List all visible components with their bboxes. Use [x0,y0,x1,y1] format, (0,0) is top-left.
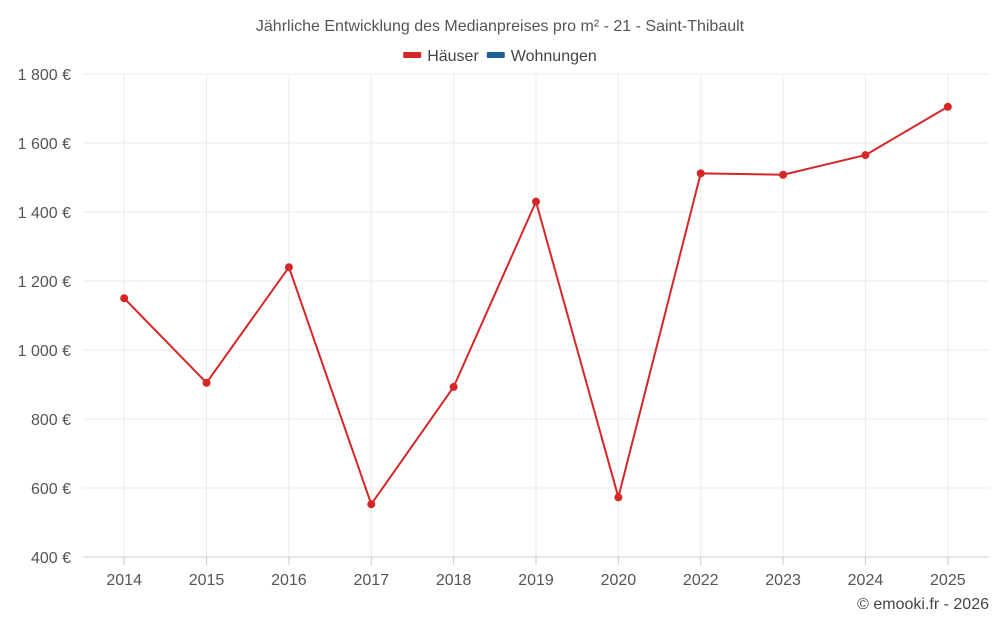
y-tick-label: 1 800 € [18,67,71,84]
y-tick-label: 1 600 € [18,136,71,153]
data-point[interactable] [861,151,870,160]
axes: 400 € 600 € 800 € 1 000 € 1 200 € 1 400 € 1 60… [18,67,989,589]
data-point[interactable] [779,170,788,179]
legend: Häuser Wohnungen [403,48,597,65]
x-tick-label: 2024 [848,572,884,589]
legend-swatch [403,52,422,58]
legend-swatch [486,52,505,58]
legend-label: Wohnungen [511,48,597,65]
data-point[interactable] [284,263,293,272]
chart-title: Jährliche Entwicklung des Medianpreises … [256,18,745,35]
series [120,102,952,509]
legend-item[interactable]: Häuser [403,48,479,65]
grid [83,73,989,557]
y-tick-label: 1 200 € [18,274,71,291]
x-tick-label: 2019 [518,572,554,589]
legend-label: Häuser [427,48,479,65]
credit-text: © emooki.fr - 2026 [857,596,989,613]
x-tick-label: 2017 [353,572,389,589]
y-tick-label: 800 € [31,412,71,429]
data-point[interactable] [943,102,952,111]
data-point[interactable] [367,500,376,509]
x-tick-label: 2016 [271,572,307,589]
data-point[interactable] [449,382,458,391]
y-tick-label: 1 400 € [18,205,71,222]
data-point[interactable] [120,294,129,303]
y-tick-label: 600 € [31,481,71,498]
data-point[interactable] [614,493,623,502]
x-tick-label: 2014 [106,572,142,589]
x-tick-label: 2015 [189,572,225,589]
x-tick-label: 2023 [765,572,801,589]
x-tick-label: 2025 [930,572,966,589]
y-tick-label: 1 000 € [18,343,71,360]
data-point[interactable] [696,169,705,178]
data-point[interactable] [532,197,540,206]
legend-item[interactable]: Wohnungen [486,48,597,65]
x-tick-label: 2022 [683,572,719,589]
x-tick-label: 2018 [436,572,472,589]
x-tick-label: 2020 [601,572,637,589]
data-point[interactable] [202,378,211,387]
y-tick-label: 400 € [31,550,71,567]
